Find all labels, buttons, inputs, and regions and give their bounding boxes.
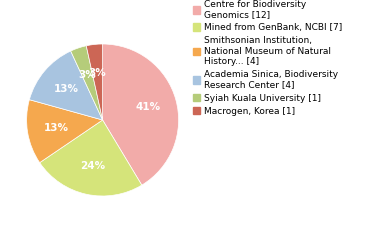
Wedge shape (103, 44, 179, 185)
Text: 24%: 24% (80, 161, 105, 171)
Wedge shape (27, 100, 103, 163)
Wedge shape (29, 51, 103, 120)
Text: 13%: 13% (54, 84, 79, 95)
Text: 3%: 3% (89, 68, 106, 78)
Text: 41%: 41% (135, 102, 161, 112)
Legend: Centre for Biodiversity
Genomics [12], Mined from GenBank, NCBI [7], Smithsonian: Centre for Biodiversity Genomics [12], M… (193, 0, 342, 116)
Text: 3%: 3% (79, 70, 97, 80)
Text: 13%: 13% (44, 123, 69, 133)
Wedge shape (71, 46, 103, 120)
Wedge shape (86, 44, 103, 120)
Wedge shape (40, 120, 142, 196)
